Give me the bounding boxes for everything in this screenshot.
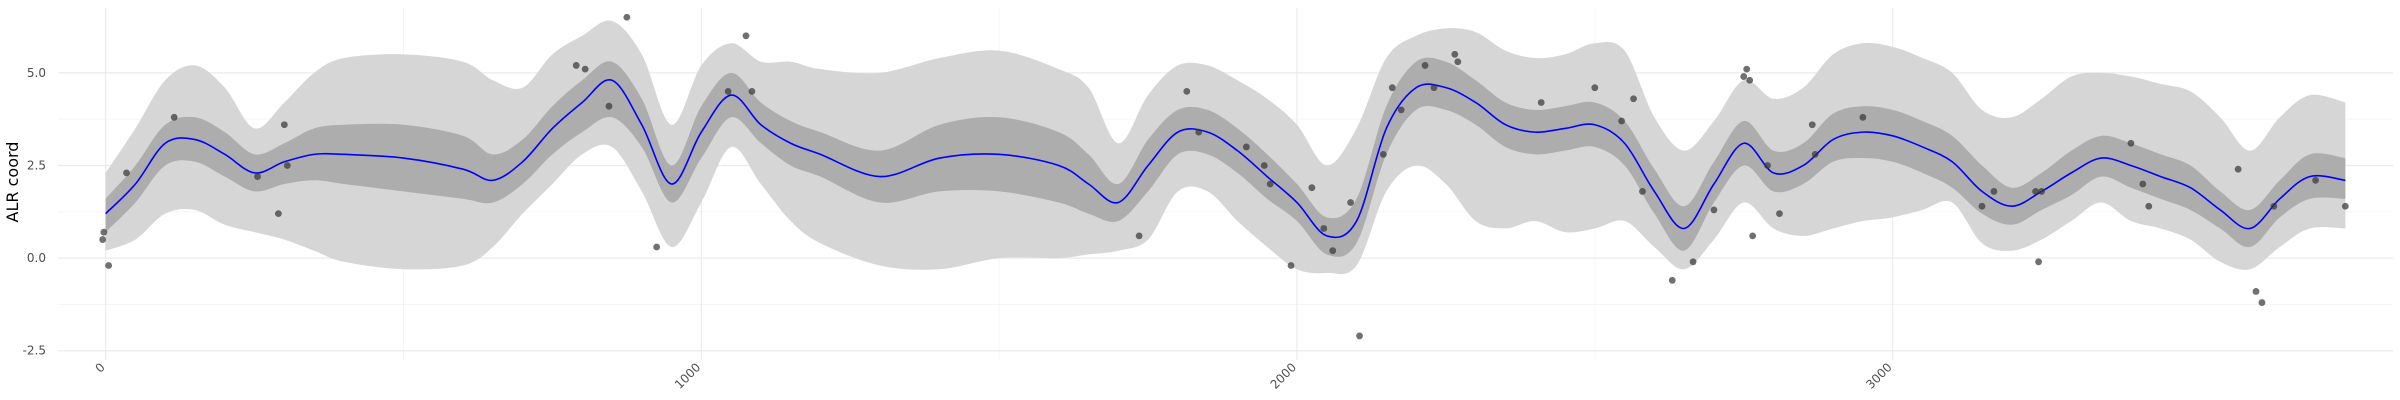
y-tick-label: 5.0 xyxy=(27,66,46,80)
data-point xyxy=(1379,150,1387,158)
data-point xyxy=(1347,199,1354,206)
data-point xyxy=(1287,262,1295,269)
data-point xyxy=(1421,62,1429,69)
data-point xyxy=(1743,65,1751,73)
data-point xyxy=(724,87,732,95)
y-tick-label: 0.0 xyxy=(27,251,46,265)
data-point xyxy=(123,169,130,177)
data-point xyxy=(1689,258,1697,266)
data-point xyxy=(1430,84,1438,92)
data-point xyxy=(1260,162,1268,169)
data-point xyxy=(2035,258,2042,266)
data-point xyxy=(1811,150,1819,158)
data-point xyxy=(1537,99,1545,106)
data-point xyxy=(99,236,107,243)
data-point xyxy=(1710,206,1718,214)
data-point xyxy=(1320,225,1328,232)
x-tick-label: 1000 xyxy=(672,360,703,391)
data-point xyxy=(581,65,589,73)
data-point xyxy=(1397,106,1405,114)
mean-line xyxy=(105,79,2346,239)
data-point xyxy=(2252,288,2260,295)
data-point xyxy=(283,162,291,169)
data-point xyxy=(1135,232,1143,240)
inner-confidence-band xyxy=(105,57,2346,257)
data-point xyxy=(2127,139,2135,147)
data-point xyxy=(1308,184,1316,192)
x-tick-label: 2000 xyxy=(1268,360,1299,391)
data-point xyxy=(1668,276,1676,284)
x-tick-label: 3000 xyxy=(1863,360,1894,391)
data-point xyxy=(742,32,750,40)
data-point xyxy=(1329,247,1337,255)
data-point xyxy=(1454,58,1462,66)
data-point xyxy=(605,102,613,110)
data-point xyxy=(2145,202,2153,210)
data-point xyxy=(1451,50,1459,58)
data-point xyxy=(1356,332,1363,340)
data-point xyxy=(1242,143,1250,151)
data-point xyxy=(1776,210,1783,218)
data-point xyxy=(280,121,288,129)
data-point xyxy=(2032,188,2040,195)
data-point xyxy=(1266,180,1274,188)
y-tick-label: -2.5 xyxy=(23,344,46,358)
data-point xyxy=(274,210,282,218)
data-point xyxy=(2341,202,2349,210)
data-point xyxy=(1388,84,1396,92)
confidence-bands xyxy=(105,20,2346,275)
data-point xyxy=(2312,176,2319,184)
data-point xyxy=(1183,87,1191,95)
data-point xyxy=(1630,95,1637,103)
data-point xyxy=(623,13,631,21)
mean-line-layer xyxy=(105,79,2346,239)
data-point xyxy=(1639,188,1646,195)
observation-points xyxy=(99,13,2349,340)
data-point xyxy=(170,113,178,121)
data-point xyxy=(105,262,113,269)
data-point xyxy=(748,87,756,95)
data-point xyxy=(1808,121,1816,129)
data-point xyxy=(1591,84,1599,92)
data-point xyxy=(653,243,661,251)
data-point xyxy=(1978,202,1986,210)
data-point xyxy=(2258,299,2266,306)
data-point xyxy=(1859,113,1867,121)
data-point xyxy=(1764,162,1771,169)
data-point xyxy=(1990,188,1998,195)
data-point xyxy=(254,173,261,180)
data-point xyxy=(2038,188,2045,195)
data-point xyxy=(1749,232,1757,240)
data-point xyxy=(100,228,108,236)
data-point xyxy=(572,62,580,69)
data-point xyxy=(1195,128,1203,136)
data-point xyxy=(1740,73,1748,80)
data-point xyxy=(2234,165,2242,173)
x-tick-label: 0 xyxy=(92,360,107,375)
data-point xyxy=(2270,202,2278,210)
data-point xyxy=(1746,76,1754,84)
y-axis-title: ALR coord xyxy=(3,142,22,223)
data-point xyxy=(1618,117,1626,125)
y-tick-label: 2.5 xyxy=(27,158,46,172)
data-point xyxy=(2139,180,2147,188)
